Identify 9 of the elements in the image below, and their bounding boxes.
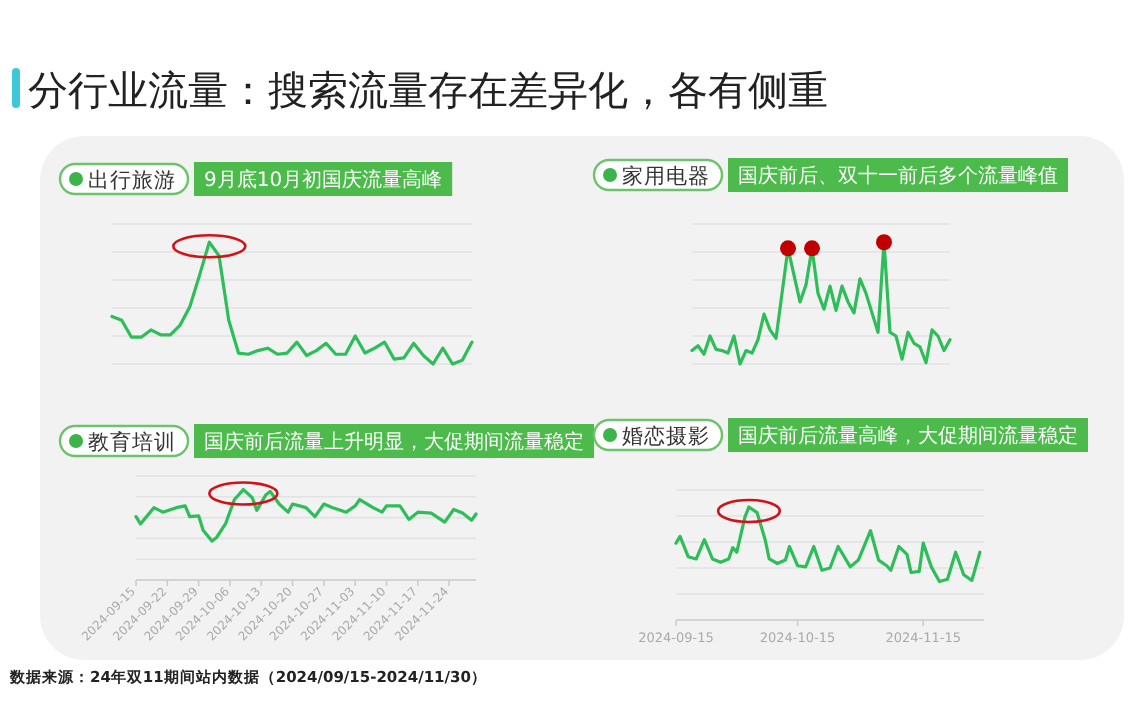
chart-subtitle: 国庆前后流量上升明显，大促期间流量稳定 [204,430,584,454]
chart-subtitle: 9月底10月初国庆流量高峰 [204,168,443,192]
chart-title: 教育培训 [88,429,176,455]
chart-title: 家用电器 [622,163,710,189]
chart-subtitle: 国庆前后流量高峰，大促期间流量稳定 [738,424,1078,448]
chart-subtitle: 国庆前后、双十一前后多个流量峰值 [738,164,1058,188]
text: 分行业流量：搜索流量存在差异化，各有侧重 [28,66,828,114]
chart-title: 婚恋摄影 [622,423,710,449]
chart-title: 出行旅游 [88,167,176,193]
